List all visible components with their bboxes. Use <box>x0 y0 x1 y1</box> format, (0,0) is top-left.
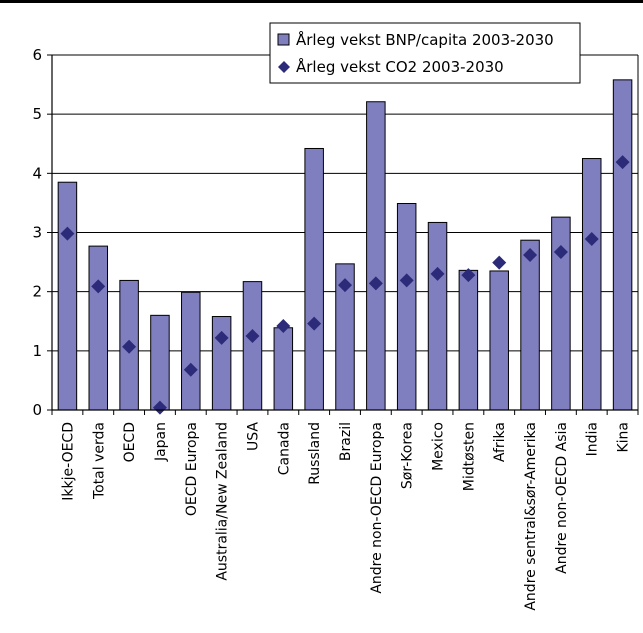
y-tick-label: 1 <box>32 342 42 360</box>
marker <box>368 276 383 291</box>
bar <box>57 181 78 411</box>
axes: 0 1 2 3 4 5 6 Ikkje-OECD Total verda OECD Japan OEC… <box>32 46 639 611</box>
x-tick-label: USA <box>245 422 261 451</box>
bar <box>273 327 294 411</box>
bar <box>304 147 324 411</box>
x-tick-label: Midtøsten <box>461 422 477 491</box>
x-tick-label: Brazil <box>338 422 354 461</box>
top-rule <box>0 0 643 3</box>
marker <box>461 268 476 283</box>
bar <box>427 221 448 411</box>
legend-label-marker: Årleg vekst CO2 2003-2030 <box>296 57 504 76</box>
marker <box>122 339 137 354</box>
y-tick-label: 2 <box>32 283 42 301</box>
x-tick-label: India <box>585 422 601 456</box>
marker <box>276 318 291 333</box>
bar <box>520 239 540 411</box>
x-tick-label: Total verda <box>91 422 107 500</box>
legend: Årleg vekst BNP/capita 2003-2030 Årleg ve… <box>269 22 581 84</box>
marker <box>245 329 260 344</box>
legend-swatch-bar <box>277 33 290 46</box>
bar <box>242 281 263 411</box>
marker <box>60 226 75 241</box>
y-tick-label: 3 <box>32 224 42 242</box>
marker <box>553 245 568 260</box>
x-tick-label: Mexico <box>431 422 447 471</box>
x-tick-label: Japan <box>153 422 169 462</box>
bar <box>458 269 479 411</box>
bars-series <box>57 79 633 411</box>
marker <box>399 273 414 288</box>
x-tick-label: Andre non-OECD Europa <box>369 422 385 594</box>
y-tick-label: 0 <box>32 401 42 419</box>
bar <box>88 245 109 411</box>
marker <box>214 330 229 345</box>
marker <box>183 362 198 377</box>
x-tick-label: OECD <box>122 422 138 462</box>
x-tick-label: Canada <box>276 422 292 475</box>
bar <box>211 316 232 411</box>
marker <box>91 279 106 294</box>
markers-series <box>60 155 630 415</box>
y-tick-label: 4 <box>32 164 42 182</box>
legend-box <box>269 22 581 84</box>
bar <box>489 270 509 411</box>
marker <box>615 155 630 170</box>
marker <box>338 278 352 293</box>
x-tick-label: Afrika <box>492 422 508 462</box>
x-tick-label: Russland <box>307 422 323 485</box>
bar <box>181 291 201 411</box>
marker <box>307 316 322 331</box>
marker <box>523 247 538 262</box>
x-tick-label: Kina <box>616 422 632 453</box>
bar <box>396 203 417 411</box>
x-tick-label: Ikkje-OECD <box>60 422 76 501</box>
marker <box>430 266 445 281</box>
x-tick-label: OECD Europa <box>184 422 200 516</box>
x-tick-label: Andre non-OECD Asia <box>554 422 570 574</box>
bar <box>366 101 386 411</box>
y-tick-label: 6 <box>32 46 42 64</box>
marker <box>584 232 599 247</box>
x-tick-label: Andre sentral&sør-Amerika <box>523 422 539 611</box>
bar <box>150 314 170 411</box>
y-tick-label: 5 <box>32 105 42 123</box>
x-tick-label: Sør-Korea <box>400 422 416 489</box>
legend-swatch-marker <box>278 61 290 73</box>
marker <box>492 255 507 270</box>
bar <box>612 79 633 411</box>
x-tick-label: Australia/New Zealand <box>215 422 231 581</box>
marker <box>152 400 167 415</box>
legend-label-bar: Årleg vekst BNP/capita 2003-2030 <box>296 30 554 49</box>
bar <box>581 158 602 411</box>
